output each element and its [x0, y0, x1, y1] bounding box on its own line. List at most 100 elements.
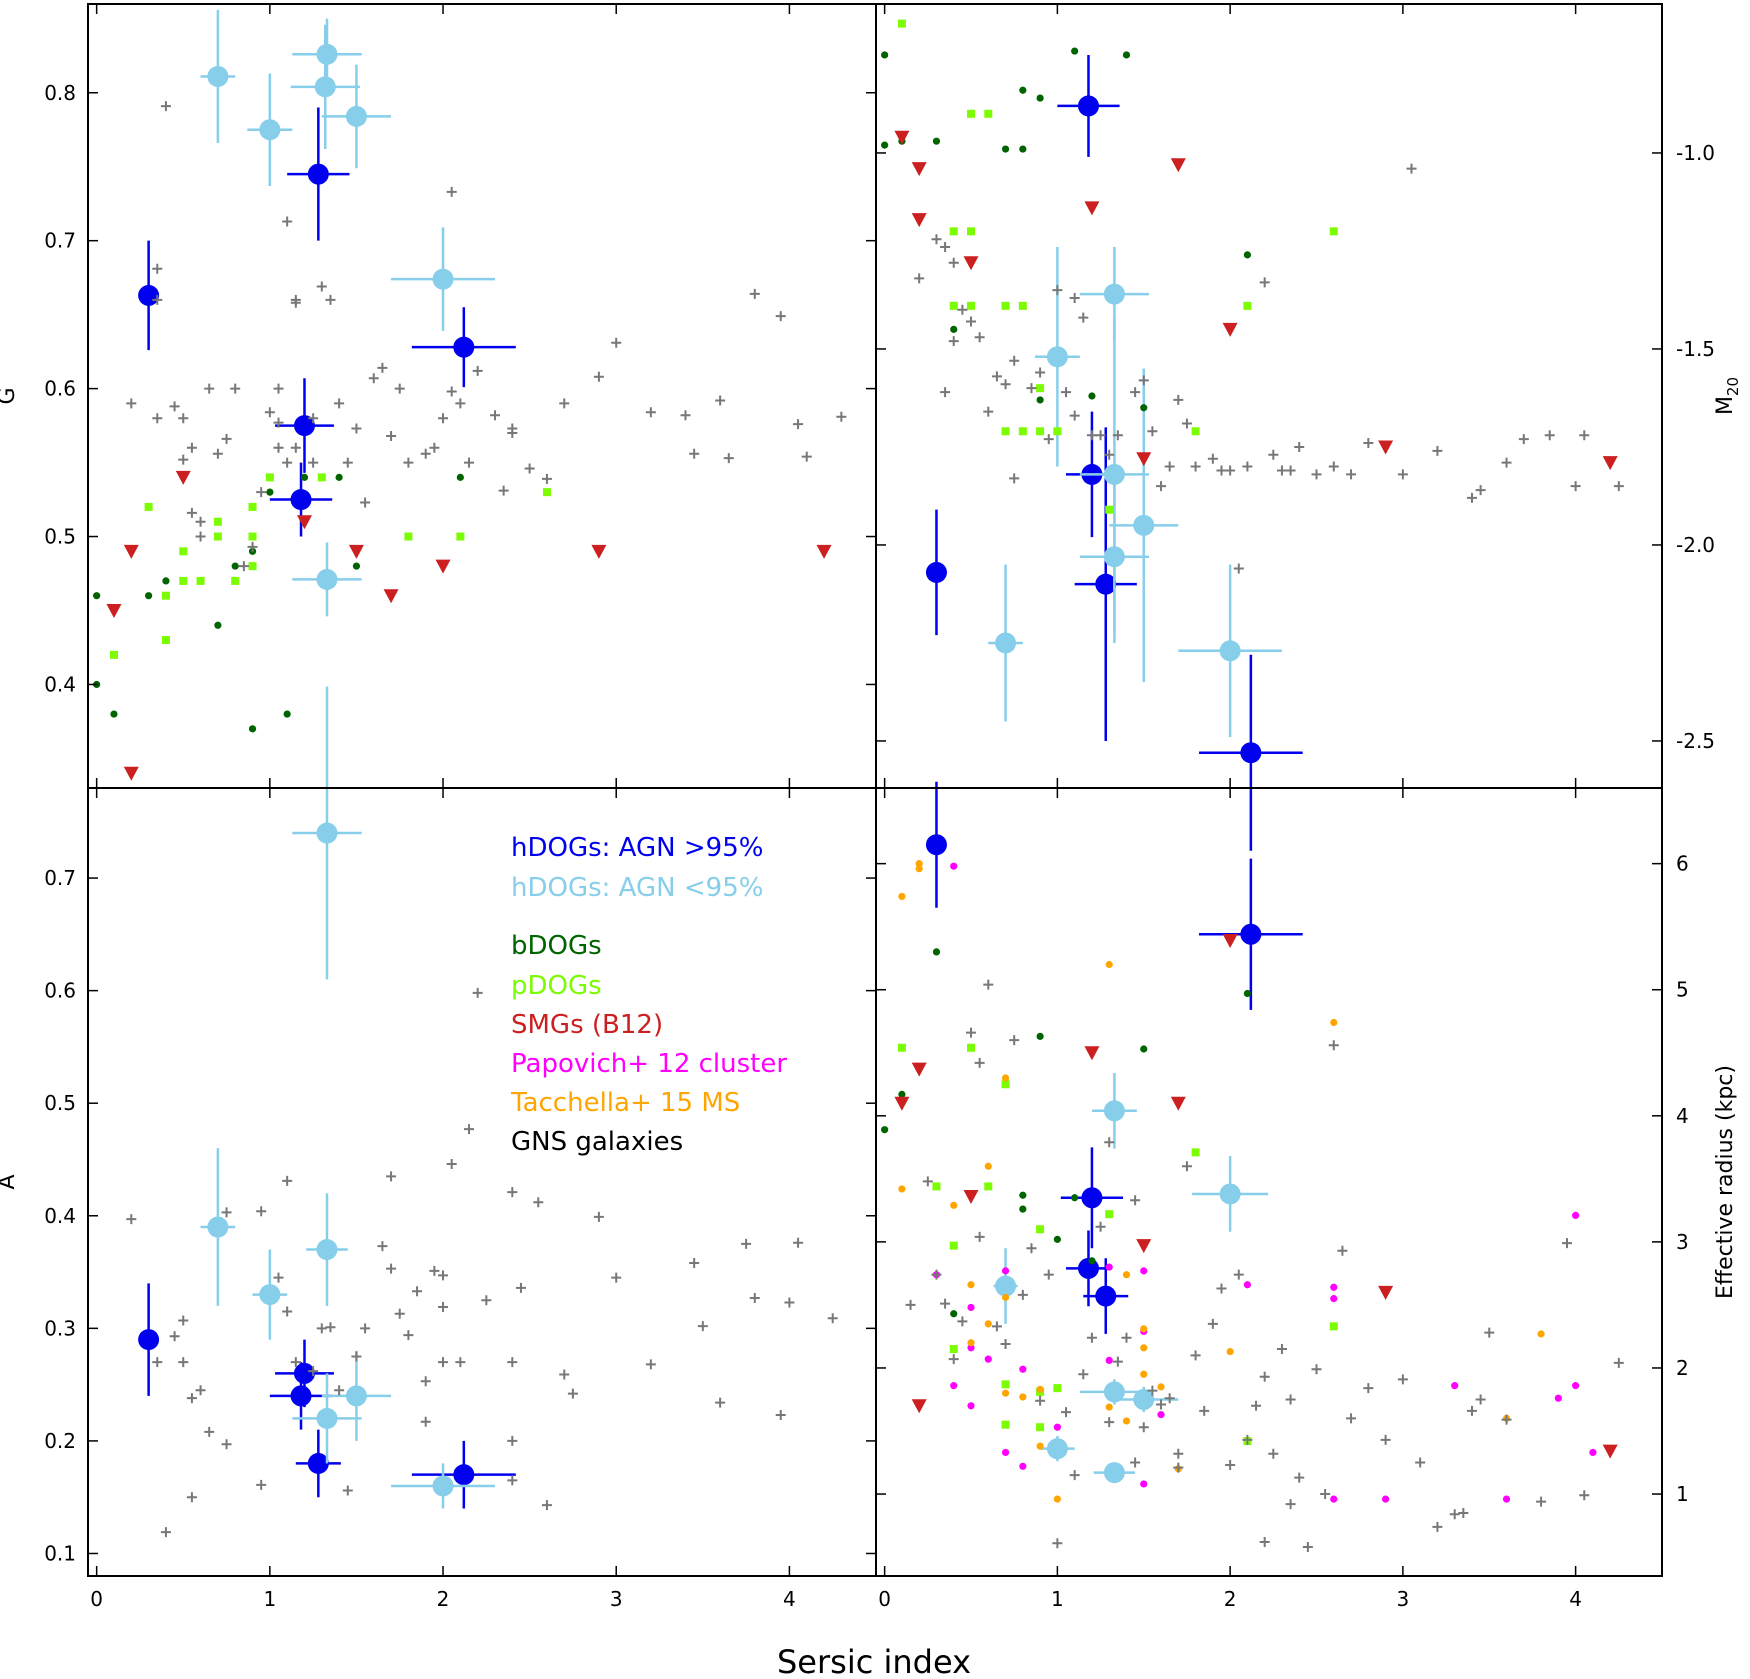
- y-tick-label: 6: [1676, 852, 1689, 876]
- data-point: [1243, 1281, 1252, 1289]
- data-point: [1130, 1195, 1141, 1206]
- data-point: [307, 1452, 329, 1474]
- series-hdogs-agn-95: [200, 686, 495, 1509]
- data-point: [179, 576, 188, 585]
- data-point: [138, 1329, 160, 1351]
- panel-bottom-left: 0 1 2 3 4 0.1 0.2 0.3 0.4 0.5 0.6 0.7 A: [0, 686, 877, 1611]
- data-point: [1019, 86, 1027, 94]
- data-point: [438, 1357, 449, 1368]
- data-point: [334, 398, 345, 409]
- data-point: [221, 433, 232, 444]
- data-point: [195, 1385, 206, 1396]
- data-point: [453, 1464, 475, 1486]
- data-point: [394, 383, 405, 394]
- data-point: [1170, 158, 1186, 173]
- data-point: [966, 316, 977, 327]
- series-pdogs: [109, 473, 551, 659]
- panel-frame: [87, 3, 877, 789]
- data-point: [1095, 430, 1106, 441]
- panel-bottom-right: 0 1 2 3 4 1 2 3 4 5 6 Effective radius (kpc): [875, 781, 1738, 1611]
- data-point: [259, 1284, 281, 1306]
- data-point: [293, 1362, 315, 1384]
- data-point: [1191, 427, 1200, 436]
- data-point: [1199, 1405, 1210, 1416]
- data-point: [1243, 251, 1252, 259]
- data-point: [144, 502, 153, 511]
- data-point: [377, 1241, 388, 1252]
- data-point: [360, 1323, 371, 1334]
- y-tick-label: 0.6: [44, 377, 76, 401]
- data-point: [383, 589, 399, 604]
- data-point: [1105, 1210, 1114, 1219]
- data-point: [152, 294, 163, 305]
- data-point: [1046, 1438, 1068, 1460]
- data-point: [940, 1298, 951, 1309]
- data-point: [1380, 1434, 1391, 1445]
- legend-entry-hdogs-agn-low: hDOGs: AGN <95%: [511, 873, 763, 903]
- data-point: [911, 1062, 927, 1077]
- data-point: [689, 1258, 700, 1269]
- data-point: [1009, 473, 1020, 484]
- data-point: [507, 427, 518, 438]
- data-point: [894, 1096, 910, 1111]
- data-point: [591, 544, 607, 559]
- data-point: [1466, 1405, 1477, 1416]
- series-gns-galaxies: [126, 101, 847, 572]
- data-point: [1122, 1417, 1131, 1425]
- data-point: [1466, 492, 1477, 503]
- data-point: [290, 294, 301, 305]
- data-point: [1036, 1423, 1045, 1432]
- data-point: [940, 242, 951, 253]
- data-point: [178, 1315, 189, 1326]
- data-point: [316, 1239, 338, 1261]
- data-point: [342, 457, 353, 468]
- data-point: [1251, 1400, 1262, 1411]
- data-point: [110, 710, 118, 718]
- data-point: [1475, 1394, 1486, 1405]
- data-point: [897, 1043, 906, 1052]
- y-tick-label: 0.8: [44, 81, 76, 105]
- data-point: [1122, 1271, 1131, 1279]
- data-point: [1009, 355, 1020, 366]
- data-point: [1302, 1542, 1313, 1552]
- data-point: [1136, 1239, 1152, 1254]
- data-point: [248, 532, 257, 541]
- data-point: [1001, 1389, 1010, 1397]
- data-point: [784, 1297, 795, 1308]
- data-point: [1259, 277, 1270, 288]
- data-point: [282, 1306, 293, 1317]
- data-point: [230, 383, 241, 394]
- data-point: [204, 1426, 215, 1437]
- data-point: [325, 294, 336, 305]
- data-point: [816, 544, 832, 559]
- series-bdogs: [881, 948, 1252, 1318]
- data-point: [963, 1189, 979, 1204]
- data-point: [1329, 1322, 1338, 1331]
- data-point: [1346, 469, 1357, 480]
- y-tick-label: -2.0: [1676, 533, 1715, 557]
- panels-layer: 0.4 0.5 0.6 0.7 0.8 G -1.0 -1.5 -2.0 -2.5 M20 0 1 2 3 4…: [0, 3, 1742, 1611]
- data-point: [1103, 1100, 1125, 1122]
- data-point: [316, 568, 338, 590]
- data-point: [1035, 367, 1046, 378]
- data-point: [1173, 1462, 1184, 1473]
- data-point: [1084, 201, 1100, 216]
- data-point: [1233, 563, 1244, 574]
- data-point: [1000, 1339, 1011, 1350]
- y-tick-label: 0.4: [44, 672, 76, 696]
- data-point: [221, 1207, 232, 1218]
- data-point: [481, 1295, 492, 1306]
- data-point: [1140, 1045, 1148, 1053]
- data-point: [178, 454, 189, 465]
- data-point: [689, 448, 700, 459]
- data-point: [1026, 1243, 1037, 1254]
- data-point: [836, 411, 847, 422]
- data-point: [775, 1410, 786, 1421]
- data-point: [1133, 1388, 1155, 1410]
- data-point: [984, 1355, 992, 1363]
- data-point: [1017, 1289, 1028, 1300]
- data-point: [984, 1320, 992, 1328]
- data-point: [273, 442, 284, 453]
- data-point: [950, 1382, 958, 1390]
- data-point: [1104, 1137, 1115, 1148]
